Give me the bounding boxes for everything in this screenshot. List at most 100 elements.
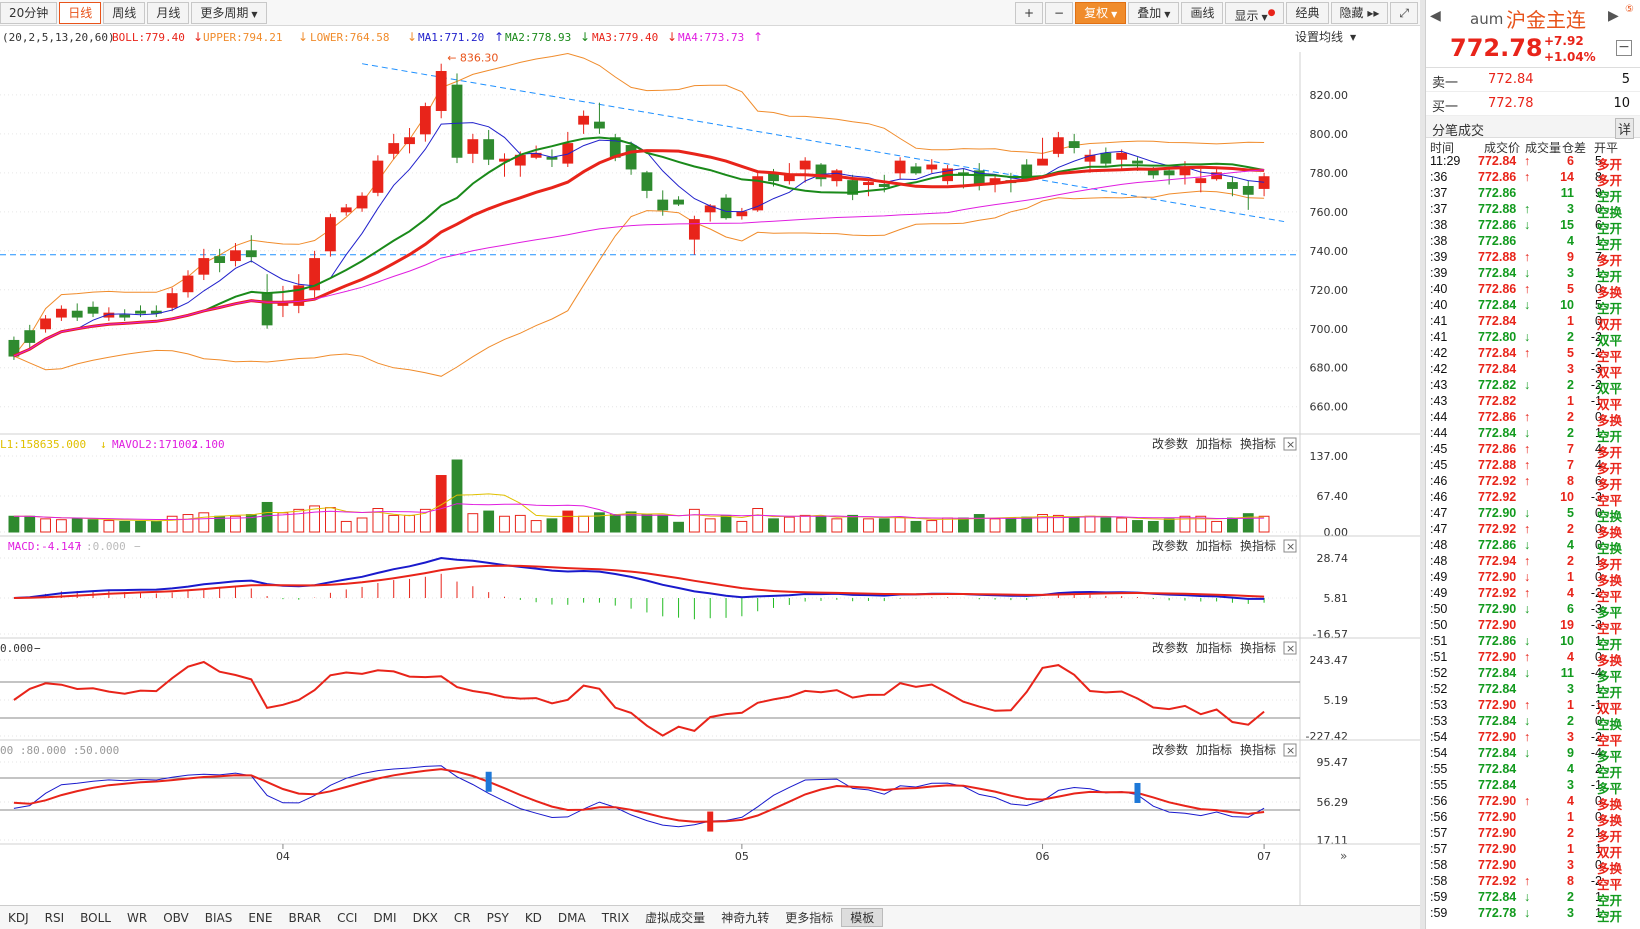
price-change: +7.92 bbox=[1544, 34, 1584, 48]
close-icon[interactable]: × bbox=[1286, 438, 1295, 451]
indicator-tab[interactable]: ENE bbox=[248, 910, 273, 925]
mavol2-value: MAVOL2:171002.100 bbox=[112, 438, 225, 451]
trade-time: :50 bbox=[1430, 602, 1448, 616]
close-icon[interactable]: × bbox=[1286, 744, 1295, 757]
period-20min-button[interactable]: 20分钟 bbox=[0, 2, 58, 24]
up-arrow-icon: ↑ bbox=[753, 30, 763, 44]
prev-arrow-icon[interactable]: ◀ bbox=[1430, 8, 1441, 24]
candle-up bbox=[863, 182, 874, 186]
swap-indicator-button[interactable]: 换指标 bbox=[1240, 640, 1276, 655]
hide-button[interactable]: 隐藏 ▸▸ bbox=[1330, 2, 1389, 24]
swap-indicator-button[interactable]: 换指标 bbox=[1240, 742, 1276, 757]
zoom-out-button[interactable]: − bbox=[1045, 2, 1074, 24]
set-ma-button[interactable]: 设置均线 bbox=[1295, 30, 1343, 44]
trade-time: :44 bbox=[1430, 426, 1448, 440]
trade-type: 多开 bbox=[1597, 462, 1623, 476]
candle-up bbox=[1179, 168, 1191, 176]
scroll-right-icon[interactable]: » bbox=[1340, 849, 1347, 863]
trade-price: 772.84 bbox=[1478, 666, 1517, 680]
volume-bar bbox=[356, 517, 368, 533]
zoom-in-button[interactable]: + bbox=[1014, 2, 1044, 24]
draw-line-button[interactable]: 画线 bbox=[1181, 2, 1224, 24]
y-tick-label: 740.00 bbox=[1310, 245, 1349, 258]
period-monthly-button[interactable]: 月线 bbox=[147, 2, 190, 24]
trade-arrow-icon: ↓ bbox=[1524, 218, 1531, 232]
trades-detail-button[interactable]: 详 bbox=[1614, 118, 1634, 139]
signal-marker bbox=[1134, 782, 1141, 803]
trade-volume: 2 bbox=[1567, 714, 1574, 728]
swap-indicator-button[interactable]: 换指标 bbox=[1240, 436, 1276, 451]
indicator-tab[interactable]: 神奇九转 bbox=[721, 911, 770, 925]
trade-time: :38 bbox=[1430, 234, 1448, 248]
trade-price: 772.80 bbox=[1478, 330, 1517, 344]
indicator-tab[interactable]: RSI bbox=[44, 910, 65, 925]
trades-columns: 时间 成交价 成交量 仓差 开平 bbox=[1426, 138, 1640, 155]
trade-type: 多开 bbox=[1597, 158, 1623, 172]
classic-button[interactable]: 经典 bbox=[1286, 2, 1329, 24]
y-tick-label: 720.00 bbox=[1310, 284, 1349, 297]
indicator-tab[interactable]: CCI bbox=[337, 910, 358, 925]
indicator-tab[interactable]: TRIX bbox=[601, 910, 630, 925]
trade-oi-change: 0 bbox=[1595, 650, 1602, 664]
add-indicator-button[interactable]: 加指标 bbox=[1196, 538, 1232, 553]
indicator-tab[interactable]: DKX bbox=[412, 910, 438, 925]
indicator-tab[interactable]: KD bbox=[524, 910, 542, 925]
candle-down bbox=[245, 250, 257, 258]
chart-svg[interactable]: (20,2,5,13,20,60) BOLL:779.40 ↓ UPPER:79… bbox=[0, 26, 1420, 906]
trades-list[interactable]: 11:29 772.84 ↑ 6 5 多开:36 772.86 ↑ 14 8 多开:37 772.86… bbox=[1426, 154, 1640, 924]
trade-price: 772.86 bbox=[1478, 282, 1517, 296]
volume-bar bbox=[863, 518, 874, 533]
change-params-button[interactable]: 改参数 bbox=[1152, 538, 1188, 553]
trade-arrow-icon: ↑ bbox=[1524, 650, 1531, 664]
indicator-tab[interactable]: BIAS bbox=[204, 910, 233, 925]
indicator-tab[interactable]: BOLL bbox=[80, 910, 111, 925]
close-icon[interactable]: × bbox=[1286, 540, 1295, 553]
change-params-button[interactable]: 改参数 bbox=[1152, 742, 1188, 757]
indicator-tab[interactable]: DMI bbox=[373, 910, 397, 925]
ma2-line bbox=[13, 136, 1265, 357]
indicator-tab[interactable]: PSY bbox=[486, 910, 509, 925]
trade-oi-change: 0 bbox=[1595, 810, 1602, 824]
volume-bar bbox=[372, 508, 384, 533]
swap-indicator-button[interactable]: 换指标 bbox=[1240, 538, 1276, 553]
badge-icon: ⑤ bbox=[1625, 4, 1634, 15]
panel-splitter[interactable] bbox=[1420, 0, 1425, 929]
indicator-tab[interactable]: WR bbox=[127, 910, 148, 925]
ma-lines bbox=[13, 122, 1265, 358]
trade-price: 772.90 bbox=[1478, 618, 1517, 632]
close-icon[interactable]: × bbox=[1286, 642, 1295, 655]
volume-bar bbox=[40, 518, 51, 533]
trade-row: :54 772.84 ↓ 9 -4 多平 bbox=[1426, 746, 1640, 764]
collapse-icon[interactable]: − bbox=[1616, 40, 1632, 56]
expand-icon[interactable]: ⤢ bbox=[1390, 2, 1418, 24]
volume-bar bbox=[894, 516, 906, 533]
add-indicator-button[interactable]: 加指标 bbox=[1196, 742, 1232, 757]
next-arrow-icon[interactable]: ▶ bbox=[1608, 8, 1619, 24]
more-periods-dropdown[interactable]: 更多周期 ▼ bbox=[191, 2, 267, 24]
trade-type: 多开 bbox=[1597, 478, 1623, 492]
change-params-button[interactable]: 改参数 bbox=[1152, 436, 1188, 451]
trade-price: 772.88 bbox=[1478, 250, 1517, 264]
fuquan-dropdown[interactable]: 复权 ▼ bbox=[1075, 2, 1127, 24]
trade-time: :52 bbox=[1430, 682, 1448, 696]
trade-volume: 19 bbox=[1560, 618, 1574, 632]
period-weekly-button[interactable]: 周线 bbox=[103, 2, 146, 24]
indicator-tab[interactable]: OBV bbox=[163, 910, 189, 925]
change-params-button[interactable]: 改参数 bbox=[1152, 640, 1188, 655]
display-dropdown[interactable]: 显示 ▼● bbox=[1225, 2, 1285, 24]
indicator-tab[interactable]: 模板 bbox=[841, 908, 884, 927]
period-daily-button[interactable]: 日线 bbox=[59, 2, 102, 24]
volume-bar bbox=[815, 515, 827, 533]
indicator-tab[interactable]: DMA bbox=[557, 910, 586, 925]
indicator-tab[interactable]: KDJ bbox=[8, 910, 29, 925]
add-indicator-button[interactable]: 加指标 bbox=[1196, 640, 1232, 655]
add-indicator-button[interactable]: 加指标 bbox=[1196, 436, 1232, 451]
indicator-tab[interactable]: BRAR bbox=[288, 910, 322, 925]
trade-oi-change: -2 bbox=[1590, 730, 1602, 744]
trade-time: :59 bbox=[1430, 890, 1448, 904]
indicator-tab[interactable]: CR bbox=[453, 910, 471, 925]
indicator-tab[interactable]: 虚拟成交量 bbox=[645, 911, 706, 925]
overlay-dropdown[interactable]: 叠加 ▼ bbox=[1128, 2, 1180, 24]
indicator-tab[interactable]: 更多指标 bbox=[785, 911, 834, 925]
trade-arrow-icon: ↑ bbox=[1524, 250, 1531, 264]
